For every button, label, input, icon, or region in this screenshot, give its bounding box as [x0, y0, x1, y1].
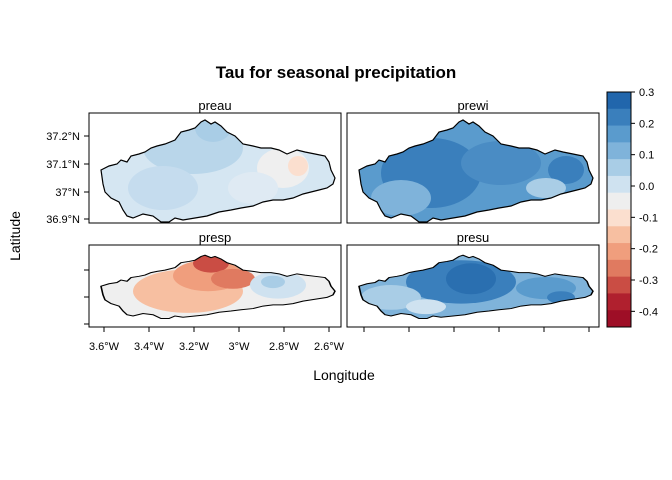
color-key-band [607, 142, 631, 160]
x-axis-label: Longitude [313, 367, 375, 383]
color-key-band [607, 92, 631, 110]
color-key-band [607, 159, 631, 177]
color-key-label: 0.2 [639, 118, 654, 130]
strip-label-presu: presu [457, 230, 490, 245]
x-tick-label: 3.2°W [179, 341, 210, 353]
x-axis: 3.6°W 3.4°W 3.2°W 3°W 2.8°W 2.6°W [89, 327, 590, 353]
panel-presp: presp [88, 230, 342, 328]
plot-title: Tau for seasonal precipitation [216, 63, 457, 82]
tau-blob [526, 178, 566, 198]
color-key-band [607, 125, 631, 143]
color-key-band [607, 108, 631, 127]
x-tick-label: 2.6°W [314, 341, 345, 353]
color-key-band [607, 243, 631, 261]
tau-blob [461, 141, 541, 185]
color-key-band [607, 209, 631, 227]
tau-blob [446, 263, 496, 295]
color-key-band [607, 276, 631, 294]
tau-blob [261, 275, 285, 289]
panel-preau: preau [88, 98, 342, 224]
x-tick-label: 2.8°W [269, 341, 300, 353]
x-tick-label: 3°W [229, 341, 251, 353]
tau-blob [548, 156, 584, 184]
strip-label-presp: presp [199, 230, 232, 245]
y-tick-label: 37.1°N [46, 159, 80, 171]
color-key-label: 0.3 [639, 87, 654, 99]
color-key-band [607, 310, 631, 328]
tau-blob [128, 166, 198, 210]
x-tick-label: 3.4°W [134, 341, 165, 353]
color-key-label: -0.3 [639, 275, 658, 287]
color-key-band [607, 192, 631, 210]
tau-blob [406, 299, 446, 315]
color-key-label: 0.1 [639, 150, 654, 162]
color-key-label: -0.4 [639, 306, 658, 318]
color-key-band [607, 259, 631, 278]
y-axis: 36.9°N 37°N 37.1°N 37.2°N [46, 131, 89, 325]
color-key-label: -0.1 [639, 212, 658, 224]
color-key-frame [606, 91, 632, 328]
y-tick-label: 37.2°N [46, 131, 80, 143]
panel-prewi: prewi [346, 98, 600, 224]
y-tick-label: 36.9°N [46, 214, 80, 226]
strip-preau [89, 111, 341, 113]
panel-presu: presu [346, 230, 600, 328]
strip-label-preau: preau [198, 98, 231, 113]
color-key-band [607, 175, 631, 194]
strip-label-prewi: prewi [457, 98, 488, 113]
tau-blob [228, 172, 278, 204]
x-tick-label: 3.6°W [89, 341, 120, 353]
region-map-preau [100, 119, 336, 223]
color-key-band [607, 293, 631, 311]
tau-blob [288, 156, 308, 176]
color-key-band [607, 226, 631, 244]
color-key-label: -0.2 [639, 244, 658, 256]
y-axis-label: Latitude [7, 211, 23, 261]
y-tick-label: 37°N [55, 187, 80, 199]
tau-blob [371, 180, 431, 216]
tau-blob [211, 268, 255, 289]
color-key: 0.3 0.2 0.1 0.0 -0.1 -0.2 -0.3 -0.4 [606, 87, 658, 328]
tau-blob [361, 285, 421, 310]
color-key-label: 0.0 [639, 181, 654, 193]
